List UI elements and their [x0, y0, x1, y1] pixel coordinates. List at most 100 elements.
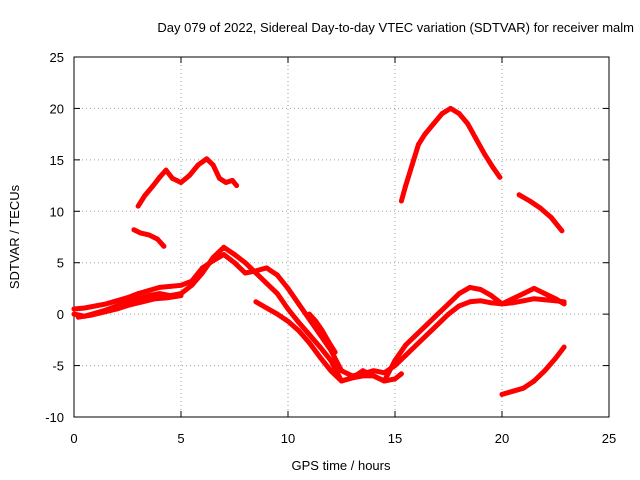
y-tick-label: -5 [52, 359, 64, 374]
data-point [403, 352, 409, 358]
data-point [285, 318, 291, 324]
data-point [82, 305, 88, 311]
data-point [467, 285, 473, 290]
data-point [217, 175, 222, 181]
data-point [71, 306, 77, 312]
data-point [223, 180, 229, 185]
data-point [178, 293, 184, 299]
data-point [163, 167, 169, 173]
data-point [561, 344, 567, 350]
x-tick-label: 10 [281, 431, 295, 446]
data-point [317, 354, 323, 360]
data-point [204, 156, 210, 162]
data-point [178, 180, 184, 185]
series-arc-10 [499, 344, 567, 397]
grid [74, 57, 609, 417]
data-point [296, 319, 302, 325]
x-tick-label: 15 [388, 431, 402, 446]
data-point [210, 255, 216, 260]
data-point [542, 368, 548, 374]
data-point [88, 312, 94, 318]
data-point [221, 244, 227, 250]
data-point [146, 293, 152, 299]
data-point [234, 183, 240, 188]
data-point [531, 378, 537, 384]
data-point [285, 286, 291, 291]
data-point [424, 322, 430, 327]
data-point [167, 283, 173, 289]
data-point [75, 314, 81, 320]
data-point [165, 295, 171, 301]
data-point [371, 373, 376, 379]
data-point [135, 291, 141, 296]
data-point [93, 303, 98, 309]
data-point [155, 236, 160, 242]
x-tick-label: 25 [602, 431, 616, 446]
data-point [328, 368, 334, 374]
data-point [399, 371, 404, 377]
data-point [135, 296, 141, 302]
data-point [448, 106, 454, 111]
data-point [488, 293, 494, 299]
data-point [319, 328, 325, 333]
data-point [491, 165, 496, 171]
chart-title: Day 079 of 2022, Sidereal Day-to-day VTE… [157, 20, 634, 35]
data-point [416, 142, 421, 147]
data-point [71, 311, 77, 317]
data-point [527, 198, 533, 204]
data-point [131, 227, 137, 233]
data-point [307, 332, 312, 338]
data-point [221, 252, 227, 257]
data-point [101, 309, 107, 315]
data-point [313, 318, 319, 324]
data-point [360, 373, 366, 379]
data-point [210, 162, 216, 168]
data-point [521, 385, 526, 391]
data-point [360, 368, 366, 374]
data-point [187, 172, 192, 178]
data-point [114, 298, 120, 304]
data-point [456, 291, 462, 296]
data-point [157, 291, 163, 296]
data-point [521, 298, 526, 304]
data-point [553, 296, 558, 302]
data-point [274, 311, 280, 317]
data-point [414, 342, 419, 348]
data-point [296, 301, 302, 307]
data-point [161, 243, 167, 249]
data-point [561, 301, 567, 307]
data-point [392, 376, 398, 382]
data-point [103, 301, 109, 307]
data-point [157, 285, 163, 290]
data-point [381, 378, 387, 384]
data-point [232, 252, 237, 257]
data-point [274, 272, 280, 278]
data-point [371, 368, 376, 374]
data-point [473, 136, 479, 142]
data-point [499, 301, 505, 307]
data-point [137, 230, 143, 236]
axis-ticks: 0 5 10 15 20 25 -10 -5 0 5 10 15 20 25 [45, 50, 616, 446]
data-point [510, 388, 516, 394]
data-point [510, 296, 516, 302]
y-tick-label: 15 [50, 153, 64, 168]
data-point [403, 342, 409, 348]
data-point [242, 260, 248, 266]
data-point [439, 111, 445, 116]
x-tick-label: 5 [177, 431, 184, 446]
data-point [274, 291, 280, 296]
data-point [253, 299, 259, 305]
x-tick-label: 0 [70, 431, 77, 446]
data-point [538, 205, 543, 211]
data-point [152, 296, 158, 302]
data-point [409, 162, 415, 168]
data-point [135, 203, 141, 209]
data-point [232, 260, 237, 266]
data-point [531, 286, 537, 291]
data-point [553, 355, 558, 361]
data-point [339, 378, 344, 384]
y-tick-label: 25 [50, 50, 64, 65]
data-point [435, 311, 441, 317]
data-point [542, 297, 548, 303]
data-point [431, 121, 436, 127]
